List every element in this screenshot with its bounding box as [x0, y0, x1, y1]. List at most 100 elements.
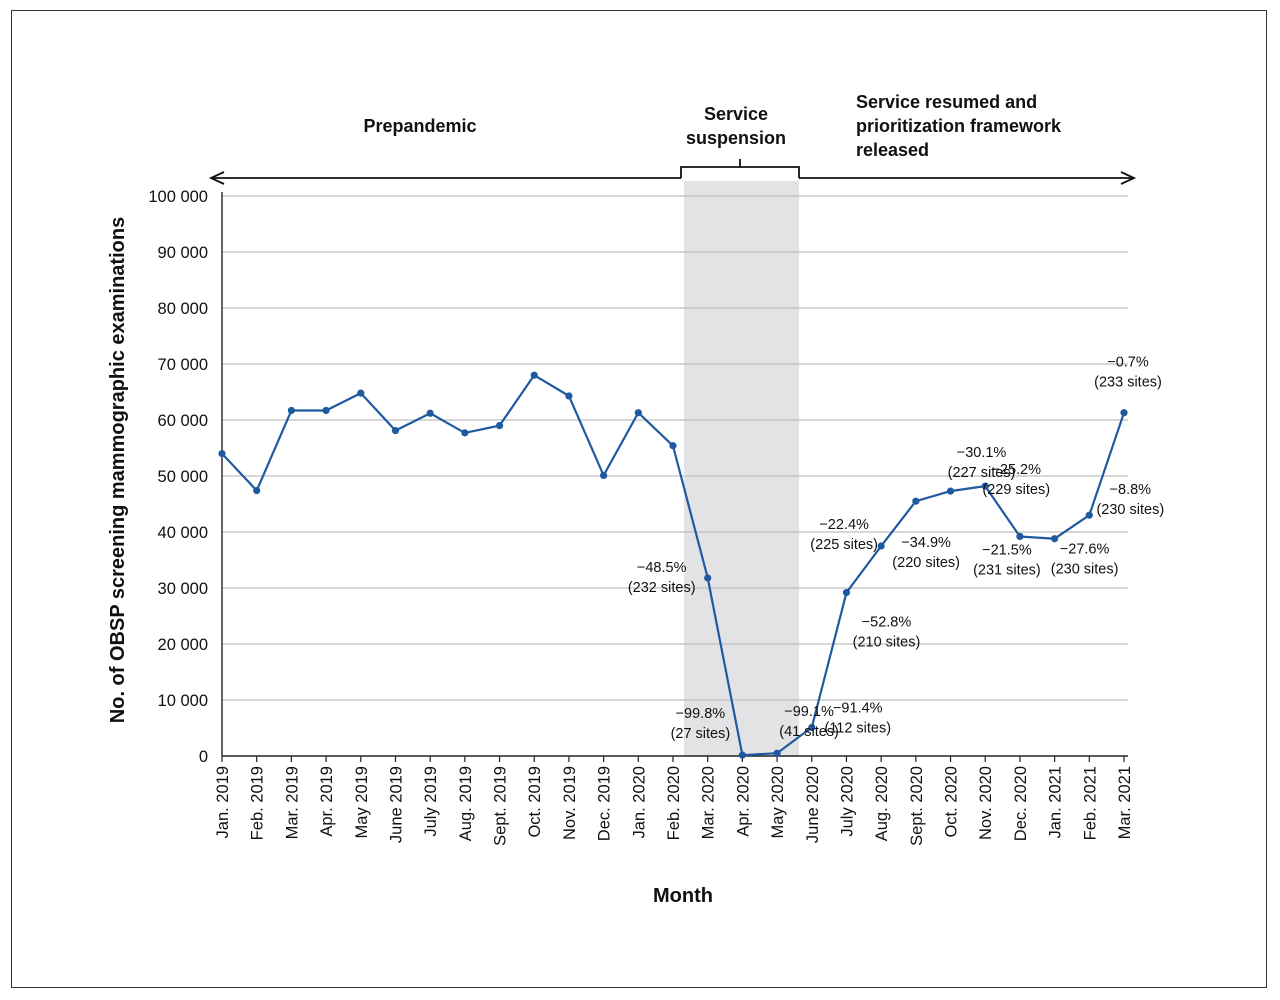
y-tick-label: 90 000	[158, 244, 208, 262]
annotation-label: −30.1%	[957, 445, 1007, 461]
y-tick-labels: 0 10 000 20 000 30 000 40 000 50 000 60 000 70 …	[148, 188, 208, 766]
figure-frame	[11, 10, 1267, 988]
y-tick-label: 100 000	[148, 188, 208, 206]
annotation-label: (210 sites)	[853, 634, 921, 650]
data-point	[877, 542, 885, 550]
y-tick-label: 40 000	[158, 524, 208, 542]
data-point	[357, 389, 365, 397]
data-point	[565, 392, 573, 400]
x-tick-label: Mar. 2021	[1116, 766, 1134, 839]
data-point	[530, 371, 538, 379]
data-point	[738, 751, 746, 759]
x-tick-label: Oct. 2020	[943, 766, 961, 838]
x-tick-label: Jan. 2021	[1047, 766, 1065, 838]
phase-label: prioritization framework	[856, 116, 1062, 136]
data-point	[842, 588, 851, 597]
data-annotations: −48.5%(232 sites)−99.8%(27 sites)−99.1%(…	[628, 355, 1164, 742]
y-tick-label: 60 000	[158, 412, 208, 430]
x-tick-label: Oct. 2019	[526, 766, 544, 838]
annotation-label: −91.4%	[833, 700, 883, 716]
annotation-label: (232 sites)	[628, 580, 696, 596]
timeline-arrows	[208, 159, 1137, 185]
x-tick-labels: Jan. 2019 Feb. 2019 Mar. 2019 Apr. 2019 May …	[214, 766, 1134, 846]
data-point	[946, 487, 955, 495]
axes	[221, 192, 1128, 762]
data-point	[253, 486, 261, 495]
phase-label: Service	[704, 104, 768, 124]
data-points	[218, 371, 1128, 759]
annotation-label: (227 sites)	[948, 465, 1016, 481]
x-tick-label: Mar. 2020	[700, 766, 718, 839]
x-tick-label: Dec. 2019	[596, 766, 614, 841]
data-point	[1051, 535, 1059, 543]
data-point	[912, 497, 920, 505]
x-tick-label: Jan. 2020	[630, 766, 648, 838]
x-tick-label: Aug. 2019	[457, 766, 475, 841]
x-tick-label: Nov. 2020	[977, 766, 995, 840]
annotation-label: −27.6%	[1060, 542, 1110, 558]
x-tick-label: May 2020	[769, 766, 787, 838]
phase-label: Service resumed and	[856, 92, 1037, 112]
x-tick-label: Nov. 2019	[561, 766, 579, 840]
annotation-label: −34.9%	[901, 535, 951, 551]
annotation-label: (230 sites)	[1051, 562, 1119, 578]
suspension-shading	[684, 181, 800, 756]
x-tick-label: May 2019	[353, 766, 371, 838]
left-arrowhead	[208, 171, 225, 185]
x-tick-label: Dec. 2020	[1012, 766, 1030, 841]
phase-label: Prepandemic	[363, 116, 476, 136]
x-tick-label: July 2019	[422, 766, 440, 837]
y-tick-label: 20 000	[158, 636, 208, 654]
phase-label: released	[856, 140, 929, 160]
annotation-label: −25.2%	[991, 462, 1041, 478]
gridlines	[222, 195, 1128, 701]
phase-label: suspension	[686, 128, 786, 148]
x-tick-label: Feb. 2019	[249, 766, 267, 840]
y-tick-label: 50 000	[158, 468, 208, 486]
data-point	[426, 409, 434, 417]
data-point	[391, 427, 400, 435]
data-point	[600, 471, 608, 480]
data-point	[495, 422, 504, 430]
data-point	[1016, 532, 1024, 541]
y-tick-label: 10 000	[158, 692, 208, 710]
data-point	[669, 442, 677, 450]
data-point	[287, 406, 295, 415]
annotation-label: −0.7%	[1107, 355, 1149, 371]
annotation-label: −22.4%	[819, 517, 869, 533]
annotation-label: (112 sites)	[824, 720, 891, 736]
data-point	[808, 723, 816, 732]
data-point	[461, 429, 469, 437]
annotation-label: (233 sites)	[1094, 375, 1162, 391]
shaded-region	[684, 181, 800, 756]
annotation-label: (230 sites)	[1096, 502, 1164, 518]
data-point	[1120, 409, 1128, 417]
annotation-label: (231 sites)	[973, 562, 1041, 578]
x-tick-label: Jan. 2019	[214, 766, 232, 838]
annotation-label: (27 sites)	[671, 726, 731, 742]
x-tick-label: July 2020	[838, 766, 856, 837]
x-tick-label: Feb. 2020	[665, 766, 683, 840]
x-axis-title: Month	[653, 885, 713, 907]
right-arrowhead	[1120, 171, 1137, 185]
data-point	[218, 450, 226, 458]
data-point	[322, 406, 330, 415]
x-tick-label: Sept. 2020	[908, 766, 926, 846]
y-axis-title: No. of OBSP screening mammographic exami…	[107, 217, 129, 723]
data-point	[704, 574, 712, 582]
annotation-label: −21.5%	[982, 542, 1032, 558]
y-tick-label: 30 000	[158, 580, 208, 598]
annotation-label: −52.8%	[862, 614, 912, 630]
suspension-bracket	[680, 159, 800, 178]
x-tick-label: Feb. 2021	[1081, 766, 1099, 840]
annotation-label: −48.5%	[637, 560, 687, 576]
annotation-label: (225 sites)	[810, 537, 878, 553]
x-tick-label: June 2020	[804, 766, 822, 843]
annotation-label: −99.8%	[676, 706, 726, 722]
annotation-label: −99.1%	[784, 704, 834, 720]
data-point	[773, 749, 781, 757]
x-tick-label: Apr. 2020	[734, 766, 752, 837]
annotation-label: −8.8%	[1110, 482, 1152, 498]
annotation-label: (41 sites)	[779, 724, 839, 740]
